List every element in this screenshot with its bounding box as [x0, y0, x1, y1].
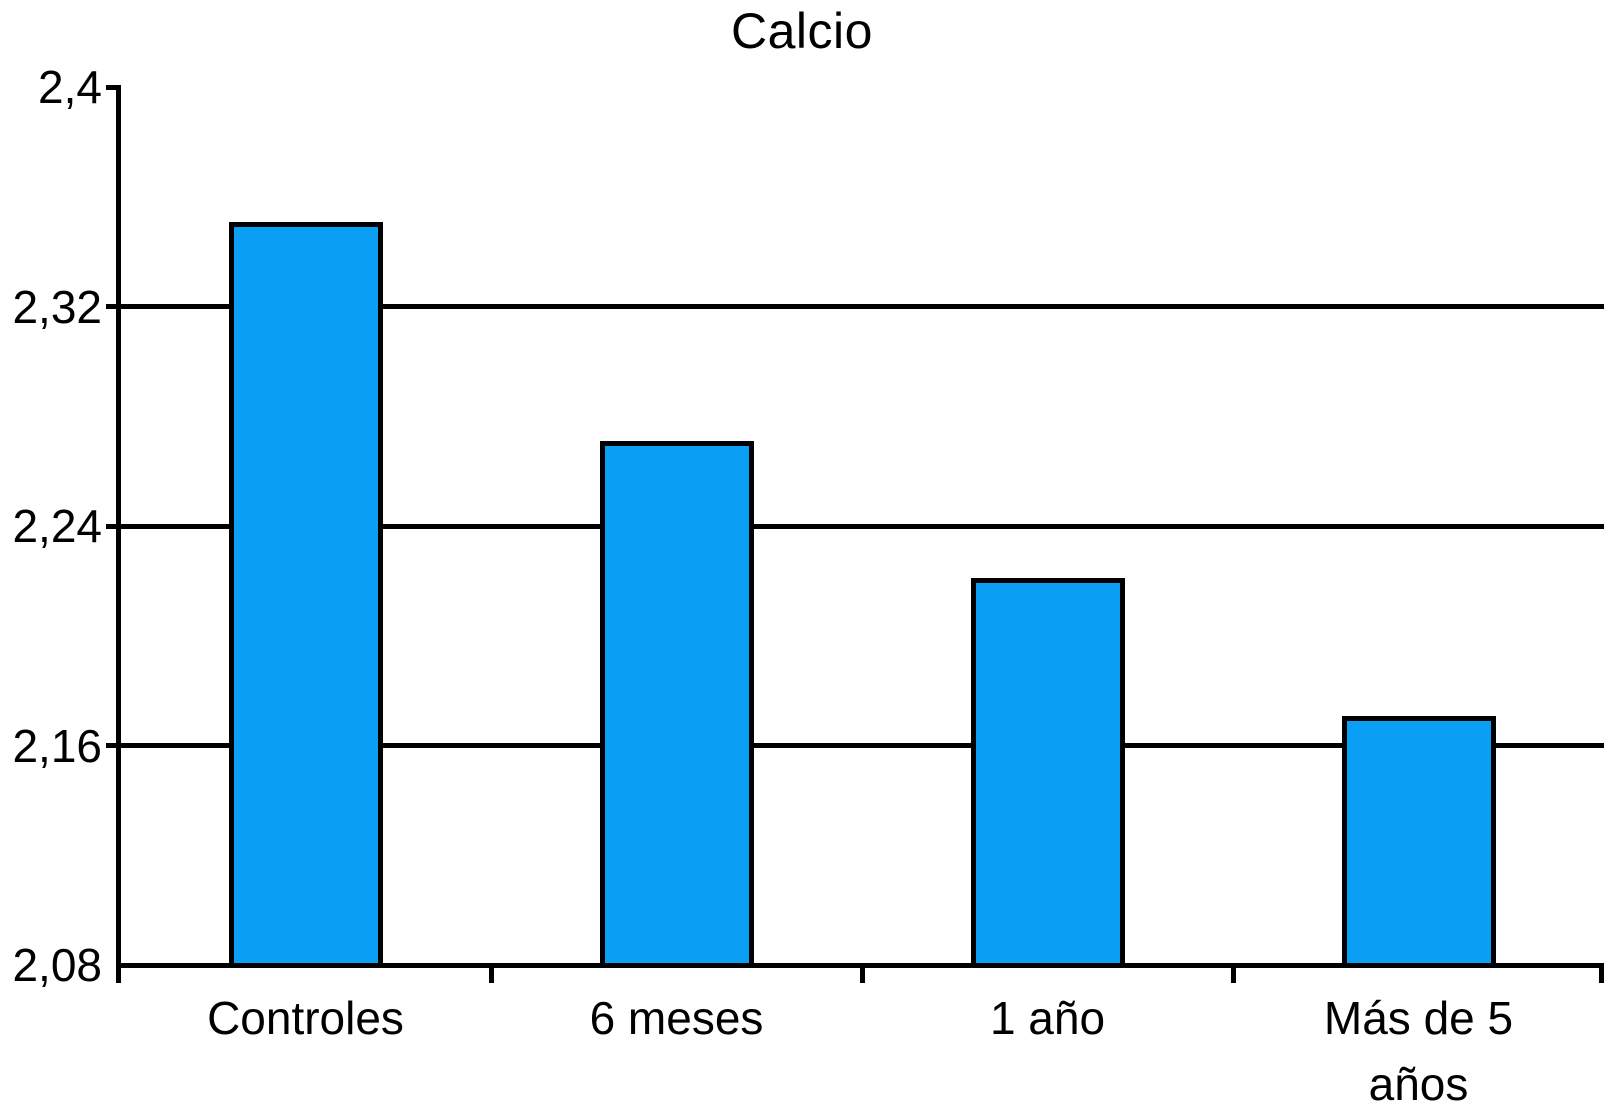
gridline-2-24 [106, 523, 1604, 529]
gridline-2-32 [106, 304, 1604, 309]
x-tick-label-line: Más de 5 [1323, 992, 1514, 1044]
x-tick-label-controles: Controles [120, 985, 491, 1051]
x-tick-label-line: años [1368, 1058, 1469, 1110]
bar-1-ano [970, 578, 1125, 968]
bar-mas-de-5-anos [1341, 715, 1496, 968]
y-tick-label-2-24: 2,24 [12, 500, 102, 552]
x-tick-label-mas-de-5-anos: Más de 5 años [1233, 985, 1604, 1117]
y-tick-label-2-16: 2,16 [12, 719, 102, 772]
x-tick-label-1-ano: 1 año [862, 985, 1233, 1051]
x-tick-label-line: 6 meses [589, 992, 764, 1044]
y-axis [116, 85, 121, 983]
y-tick-label-2-32: 2,32 [12, 280, 102, 333]
x-axis-tick [1598, 963, 1604, 983]
x-axis-tick [859, 963, 865, 983]
bar-6-meses [599, 441, 754, 968]
x-tick-label-line: Controles [207, 992, 404, 1044]
x-tick-label-6-meses: 6 meses [491, 985, 862, 1051]
y-axis-tick [106, 84, 120, 90]
gridline-2-16 [106, 743, 1604, 748]
chart-title: Calcio [731, 3, 873, 59]
x-tick-label-line: 1 año [989, 992, 1106, 1044]
y-tick-label-2-4: 2,4 [38, 61, 102, 113]
y-tick-label-2-08: 2,08 [12, 939, 102, 991]
x-axis-tick [488, 963, 494, 983]
x-axis-tick [1230, 963, 1236, 983]
bar-controles [228, 221, 383, 968]
